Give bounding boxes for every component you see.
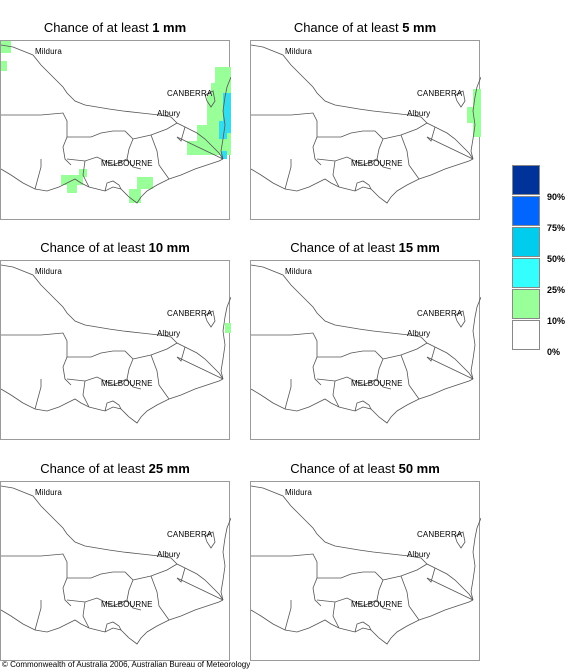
label-albury: Albury — [157, 329, 181, 338]
legend-tick-0: 0% — [547, 347, 561, 357]
legend-swatch-10-25 — [512, 289, 540, 319]
panel-title: Chance of at least 25 mm — [40, 461, 190, 476]
copyright-notice: © Commonwealth of Australia 2006, Austra… — [2, 660, 251, 669]
label-albury: Albury — [407, 109, 431, 118]
label-canberra: CANBERRA — [417, 309, 463, 318]
label-canberra: CANBERRA — [167, 89, 213, 98]
label-mildura: Mildura — [35, 267, 62, 276]
label-melbourne: MELBOURNE — [101, 379, 153, 388]
label-melbourne: MELBOURNE — [101, 159, 153, 168]
label-mildura: Mildura — [35, 47, 62, 56]
legend-swatch-25-50 — [512, 258, 540, 288]
legend-tick-75: 75% — [547, 223, 566, 233]
label-canberra: CANBERRA — [167, 530, 213, 539]
map-victoria: Mildura CANBERRA Albury MELBOURNE — [250, 481, 481, 661]
label-mildura: Mildura — [35, 488, 62, 497]
label-canberra: CANBERRA — [417, 89, 463, 98]
panel-title: Chance of at least 15 mm — [290, 240, 440, 255]
label-mildura: Mildura — [285, 47, 312, 56]
panel-title: Chance of at least 5 mm — [293, 20, 437, 35]
label-mildura: Mildura — [285, 488, 312, 497]
legend-swatch-75-90 — [512, 196, 540, 226]
label-canberra: CANBERRA — [167, 309, 213, 318]
panel-title: Chance of at least 50 mm — [290, 461, 440, 476]
legend-tick-25: 25% — [547, 285, 566, 295]
label-mildura: Mildura — [285, 267, 312, 276]
legend-tick-10: 10% — [547, 316, 566, 326]
map-victoria: Mildura CANBERRA Albury MELBOURNE — [0, 40, 231, 220]
label-melbourne: MELBOURNE — [351, 600, 403, 609]
map-victoria: Mildura CANBERRA Albury MELBOURNE — [0, 260, 231, 440]
label-albury: Albury — [157, 109, 181, 118]
map-victoria: Mildura CANBERRA Albury MELBOURNE — [0, 481, 231, 661]
label-melbourne: MELBOURNE — [351, 159, 403, 168]
legend-swatch-50-75 — [512, 227, 540, 257]
panel-title: Chance of at least 1 mm — [43, 20, 187, 35]
label-albury: Albury — [157, 550, 181, 559]
label-melbourne: MELBOURNE — [351, 379, 403, 388]
legend-tick-50: 50% — [547, 254, 566, 264]
legend-swatch-0-10 — [512, 320, 540, 350]
panel-title: Chance of at least 10 mm — [40, 240, 190, 255]
label-melbourne: MELBOURNE — [101, 600, 153, 609]
label-albury: Albury — [407, 550, 431, 559]
map-victoria: Mildura CANBERRA Albury MELBOURNE — [250, 40, 481, 220]
map-victoria: Mildura CANBERRA Albury MELBOURNE — [250, 260, 481, 440]
legend-tick-90: 90% — [547, 192, 566, 202]
label-canberra: CANBERRA — [417, 530, 463, 539]
legend-swatch-90-100 — [512, 165, 540, 195]
label-albury: Albury — [407, 329, 431, 338]
